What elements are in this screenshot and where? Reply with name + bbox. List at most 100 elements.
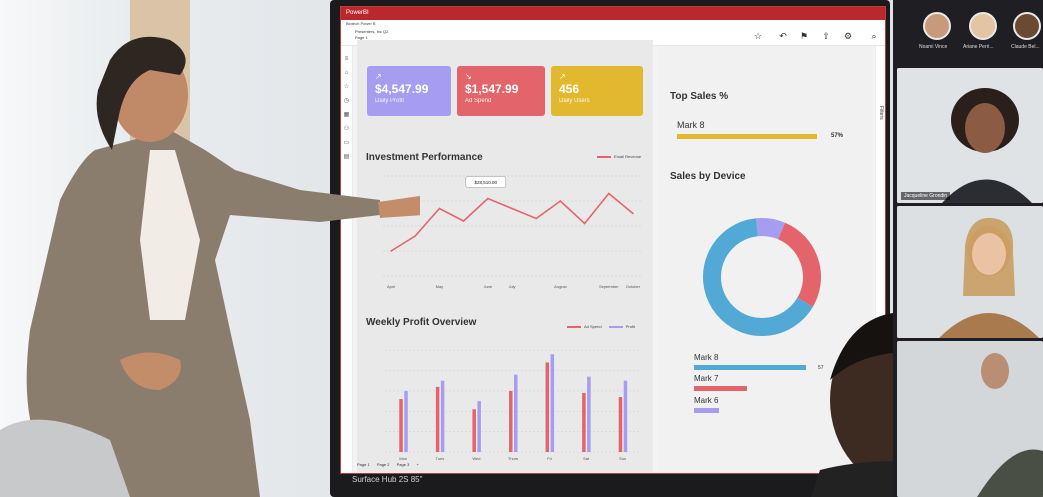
- video-tile[interactable]: [897, 341, 1043, 497]
- page-tab[interactable]: Page 2: [376, 462, 390, 467]
- recent-icon[interactable]: ◷: [343, 98, 350, 104]
- data-point: [487, 197, 489, 200]
- legend-swatch: [608, 325, 623, 328]
- bar-profit: [404, 390, 408, 452]
- x-tick-label: September: [599, 284, 619, 289]
- powerbi-screen: PowerBI Biotech Power B ☆ ↶ ⚑ ⇧ ⚙ ⌕ Pres…: [340, 6, 886, 474]
- bar-ad-spend: [582, 392, 586, 452]
- bar-ad-spend: [399, 399, 403, 452]
- bookmark-icon[interactable]: ⚑: [799, 31, 809, 41]
- meeting-panel: Noami Vince Ariane Perri... Claude Bel..…: [893, 0, 1043, 497]
- arrow-down-icon: ↘: [465, 72, 472, 81]
- hub-label: Surface Hub 2S 85": [352, 475, 423, 484]
- device-bar: [694, 365, 807, 370]
- page-tabs[interactable]: Page 1 Page 2 Page 3 +: [357, 462, 425, 472]
- filters-label: Filters: [878, 106, 884, 120]
- donut-slice-mark-7: [777, 222, 821, 307]
- data-point: [559, 200, 562, 202]
- top-sales-title: Top Sales %: [670, 91, 729, 102]
- data-point: [632, 212, 634, 215]
- kpi-label: Ad Spend: [465, 98, 492, 104]
- video-tile-name: Jacqueline Grondin: [901, 192, 951, 200]
- page-tab[interactable]: Page 1: [357, 462, 370, 467]
- x-tick-label: Tues: [435, 456, 444, 461]
- tooltip-box: [465, 176, 507, 188]
- shared-icon[interactable]: ⚇: [343, 126, 350, 132]
- top-sales-bar: [677, 134, 817, 139]
- kpi-card-daily-users[interactable]: ↗ 456 Daily Users: [551, 66, 643, 116]
- bar-ad-spend: [618, 397, 623, 452]
- bar-ad-spend: [545, 362, 550, 452]
- x-tick-label: Fri: [547, 456, 552, 461]
- legend-swatch: [567, 325, 581, 328]
- participant-avatar[interactable]: [1013, 12, 1041, 40]
- report-name: Presenters, Inc Q2: [355, 29, 389, 34]
- kpi-card-daily-profit[interactable]: ↗ $4,547.99 Daily Profit: [367, 66, 451, 116]
- report-canvas-left: ↗ $4,547.99 Daily Profit ↘ $1,547.99 Ad …: [357, 40, 653, 472]
- weekly-bar-chart: Mon Tues Wed Thurs Fri Sat Sun: [385, 349, 641, 461]
- donut-slice-mark-6: [756, 218, 786, 240]
- bar-profit: [440, 380, 445, 452]
- bar-profit: [477, 401, 481, 452]
- bar-ad-spend: [472, 409, 476, 452]
- kpi-value: $1,547.99: [465, 82, 519, 96]
- home-icon[interactable]: ⌂: [344, 70, 349, 76]
- kpi-value: $4,547.99: [375, 82, 429, 96]
- bar-profit: [514, 374, 518, 452]
- participant-avatar[interactable]: [969, 12, 997, 40]
- kpi-label: Daily Profit: [375, 98, 405, 104]
- data-point: [535, 217, 537, 220]
- add-page-icon[interactable]: +: [416, 462, 419, 467]
- x-tick-label: April: [387, 284, 395, 289]
- tooltip-value: $28,510.00: [475, 180, 498, 185]
- top-sales-percent: 57%: [831, 133, 844, 139]
- device-bar-label: Mark 8: [694, 353, 719, 362]
- device-bar: [694, 408, 719, 413]
- kpi-value: 456: [559, 82, 580, 96]
- undo-icon[interactable]: ↶: [779, 31, 787, 41]
- legend-label: Email Revenue: [614, 154, 642, 159]
- settings-icon[interactable]: ⚙: [843, 31, 853, 41]
- bar-ad-spend: [509, 390, 513, 452]
- legend-swatch: [597, 155, 611, 158]
- workspace-icon[interactable]: ▭: [343, 140, 350, 146]
- participant-name: Claude Bel...: [1011, 44, 1040, 50]
- favorite-icon[interactable]: ☆: [753, 31, 763, 41]
- bar-profit: [587, 376, 591, 452]
- app-subtitle: Biotech Power B: [341, 20, 885, 28]
- device-bar-value: 57: [818, 365, 824, 371]
- bar-ad-spend: [435, 386, 440, 452]
- data-point: [608, 192, 610, 195]
- data-point: [462, 220, 465, 222]
- participant-name: Noami Vince: [919, 44, 948, 50]
- arrow-up-icon: ↗: [375, 72, 382, 81]
- filters-rail[interactable]: Filters: [875, 46, 885, 473]
- investment-line-chart: April May June July August September October $2…: [383, 175, 641, 289]
- favorites-rail-icon[interactable]: ☆: [343, 84, 350, 90]
- x-tick-label: May: [436, 284, 444, 289]
- x-tick-label: Sat: [583, 456, 590, 461]
- participant-name: Ariane Perri...: [963, 44, 994, 50]
- page-tab[interactable]: Page 3: [396, 462, 410, 467]
- breadcrumb[interactable]: Presenters, Inc Q2 Page 1: [355, 29, 388, 41]
- apps-icon[interactable]: ▦: [343, 112, 350, 118]
- x-tick-label: Sun: [619, 456, 626, 461]
- search-icon[interactable]: ⌕: [871, 31, 877, 41]
- data-point: [390, 250, 392, 252]
- x-tick-label: October: [626, 284, 641, 289]
- video-tile[interactable]: Jacqueline Grondin: [897, 68, 1043, 203]
- video-tile[interactable]: [897, 206, 1043, 338]
- participant-avatar[interactable]: [923, 12, 951, 40]
- datasets-icon[interactable]: ▤: [343, 154, 350, 160]
- x-tick-label: August: [554, 284, 567, 289]
- share-icon[interactable]: ⇧: [822, 31, 830, 41]
- menu-icon[interactable]: ≡: [344, 56, 349, 62]
- app-titlebar: PowerBI: [341, 7, 885, 20]
- kpi-card-ad-spend[interactable]: ↘ $1,547.99 Ad Spend: [457, 66, 545, 116]
- x-tick-label: Wed: [472, 456, 480, 461]
- bar-profit: [550, 354, 555, 452]
- device-bar-label: Mark 6: [694, 396, 719, 405]
- series-line-email-revenue: [390, 192, 634, 252]
- device-title: Sales by Device: [670, 171, 746, 182]
